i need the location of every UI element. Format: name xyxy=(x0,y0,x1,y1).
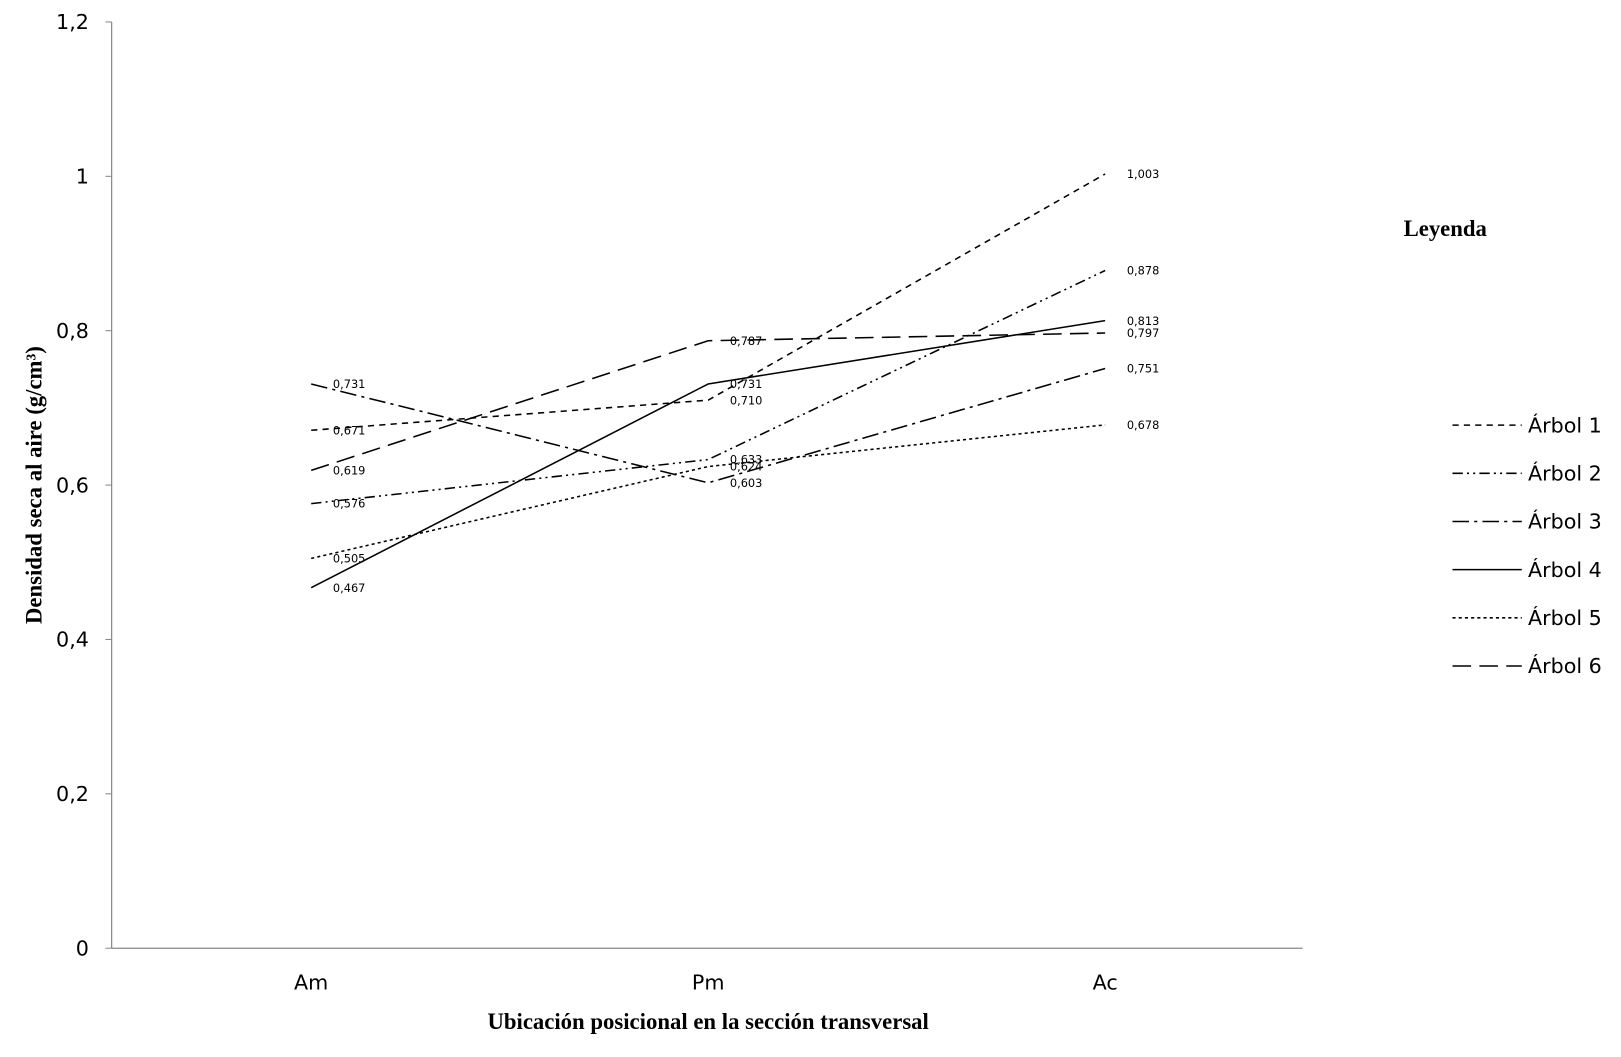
legend-label: Árbol 4 xyxy=(1528,557,1602,582)
y-tick-label: 0,4 xyxy=(56,628,89,652)
series-line-arbol-6 xyxy=(310,332,1106,472)
y-tick-label: 0,2 xyxy=(56,782,89,806)
data-label: 0,678 xyxy=(1127,418,1160,432)
series-line-arbol-4 xyxy=(310,319,1106,589)
series-line-arbol-1 xyxy=(311,173,1106,432)
data-label: 0,787 xyxy=(730,334,763,348)
data-label: 0,624 xyxy=(730,460,763,474)
data-label: 0,671 xyxy=(333,423,366,437)
x-tick-label: Pm xyxy=(692,971,725,995)
data-label: 1,003 xyxy=(1127,167,1160,181)
data-label: 0,576 xyxy=(333,497,366,511)
data-label: 0,505 xyxy=(333,552,366,566)
series-line-arbol-3 xyxy=(310,367,1106,484)
legend-label: Árbol 2 xyxy=(1528,461,1602,486)
y-tick-label: 1 xyxy=(76,165,89,189)
data-label: 0,797 xyxy=(1127,326,1160,340)
legend-title: Leyenda xyxy=(1404,216,1488,241)
series-line-arbol-2 xyxy=(311,269,1106,505)
legend-label: Árbol 6 xyxy=(1528,653,1602,678)
y-tick-label: 1,2 xyxy=(56,10,89,34)
data-label: 0,731 xyxy=(333,377,366,391)
x-tick-label: Ac xyxy=(1093,971,1118,995)
series-lines xyxy=(310,173,1106,589)
y-tick-label: 0,8 xyxy=(56,319,89,343)
legend-label: Árbol 5 xyxy=(1528,605,1602,630)
data-label: 0,603 xyxy=(730,476,763,490)
data-label: 0,619 xyxy=(333,464,366,478)
legend: Árbol 1 Árbol 2 Árbol 3 Árbol 4 Árbol 5 Árbol… xyxy=(1452,412,1602,678)
series-line-arbol-5 xyxy=(310,424,1106,560)
y-tick-label: 0,6 xyxy=(56,473,89,497)
data-labels: 0,671 0,710 1,003 0,576 0,633 0,878 0,731 0,603… xyxy=(333,167,1159,595)
data-label: 0,751 xyxy=(1127,362,1160,376)
data-label: 0,633 xyxy=(730,453,763,467)
data-label: 0,731 xyxy=(730,377,763,391)
legend-label: Árbol 3 xyxy=(1528,509,1602,534)
axes: 0 0,2 0,4 0,6 0,8 1 1,2 Am Pm Ac xyxy=(56,10,1303,995)
y-axis-title: Densidad seca al aire (g/cm³) xyxy=(21,346,46,624)
x-axis-title: Ubicación posicional en la sección trans… xyxy=(487,1009,928,1034)
data-label: 0,813 xyxy=(1127,314,1160,328)
data-label: 0,467 xyxy=(333,581,366,595)
legend-label: Árbol 1 xyxy=(1528,412,1602,437)
x-tick-label: Am xyxy=(294,971,328,995)
data-label: 0,878 xyxy=(1127,264,1160,278)
data-label: 0,710 xyxy=(730,393,763,407)
y-tick-label: 0 xyxy=(76,936,89,960)
